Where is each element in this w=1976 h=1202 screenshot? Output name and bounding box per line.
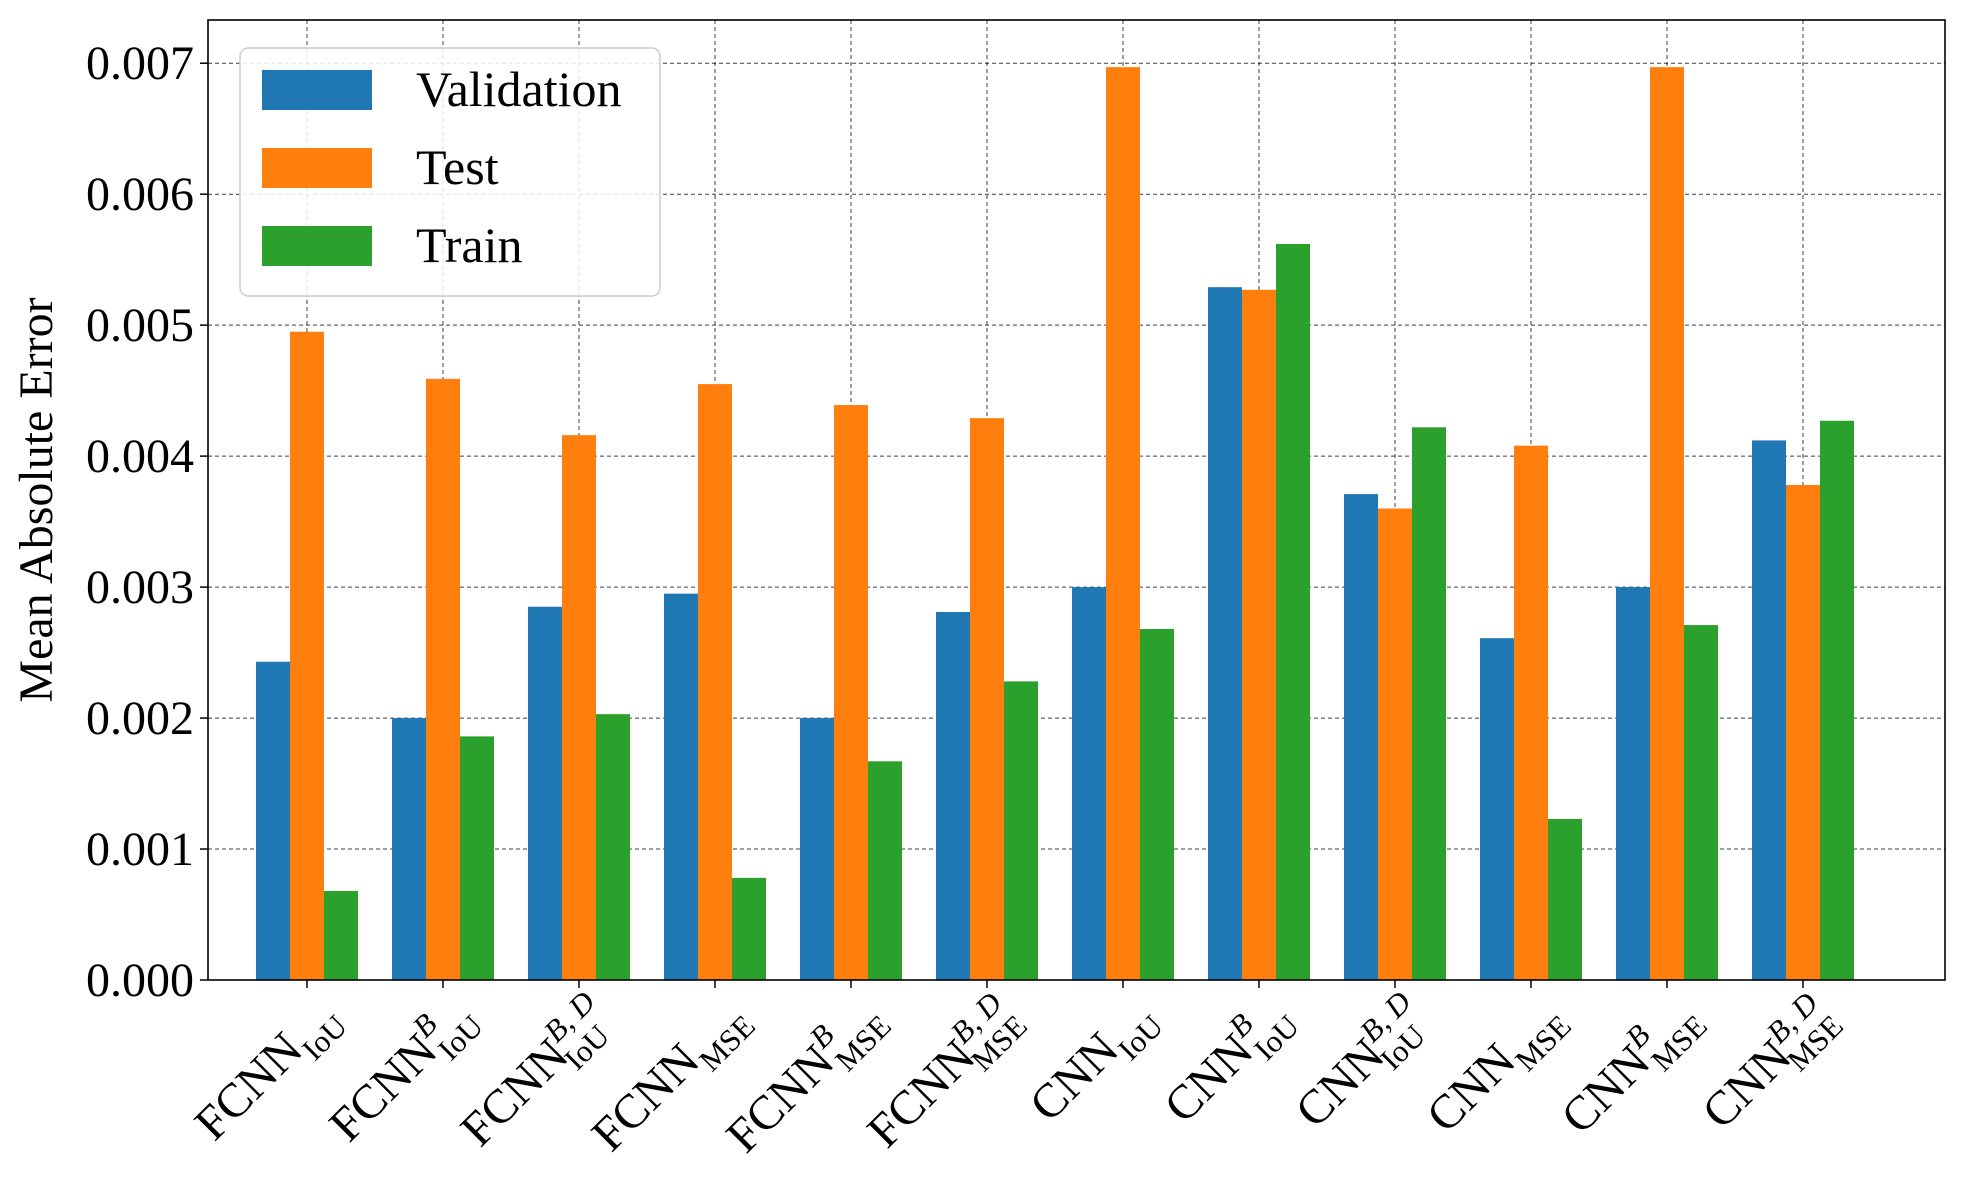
y-tick-label: 0.005 [86, 299, 194, 352]
bar-test-5 [834, 405, 868, 981]
bar-test-9 [1378, 508, 1412, 980]
bar-validation-3 [528, 606, 562, 980]
bar-validation-12 [1752, 440, 1786, 980]
bar-test-3 [562, 435, 596, 980]
bar-test-10 [1514, 445, 1548, 980]
bar-train-2 [460, 736, 494, 980]
bar-train-6 [1004, 681, 1038, 980]
bar-validation-7 [1072, 587, 1106, 980]
bar-train-11 [1684, 625, 1718, 980]
bar-test-2 [426, 378, 460, 981]
legend-label-test: Test [416, 139, 499, 195]
bar-test-8 [1242, 289, 1276, 980]
bar-test-4 [698, 384, 732, 980]
legend-label-train: Train [416, 217, 523, 273]
y-tick-label: 0.003 [86, 561, 194, 614]
bar-validation-2 [392, 718, 426, 980]
y-tick-label: 0.000 [86, 954, 194, 1007]
bar-validation-9 [1344, 494, 1378, 980]
bar-train-5 [868, 761, 902, 980]
y-tick-label: 0.001 [86, 823, 194, 876]
plot-frame [207, 19, 1946, 981]
bar-train-1 [324, 890, 358, 980]
legend-swatch-validation [262, 70, 372, 110]
y-tick-label: 0.006 [86, 168, 194, 221]
bar-train-9 [1412, 427, 1446, 981]
legend-swatch-test [262, 148, 372, 188]
bar-validation-5 [800, 718, 834, 980]
bar-train-3 [596, 714, 630, 980]
bar-train-4 [732, 877, 766, 980]
y-tick-label: 0.007 [86, 37, 194, 90]
legend-label-validation: Validation [416, 61, 622, 117]
y-ticks: 0.000 0.001 0.002 0.003 0.004 0.005 0.006 0.007 [86, 37, 208, 1007]
y-tick-label: 0.002 [86, 692, 194, 745]
bar-train-7 [1140, 629, 1174, 980]
bar-train-10 [1548, 818, 1582, 980]
bar-test-1 [290, 331, 324, 980]
bar-validation-11 [1616, 587, 1650, 980]
bar-validation-1 [256, 661, 290, 980]
bar-validation-8 [1208, 287, 1242, 980]
bar-test-6 [970, 418, 1004, 980]
legend-swatch-train [262, 226, 372, 266]
y-tick-label: 0.004 [86, 430, 194, 483]
bar-test-12 [1786, 484, 1820, 980]
bar-train-8 [1276, 243, 1310, 980]
bar-test-7 [1106, 67, 1140, 981]
bars [256, 67, 1854, 981]
bar-validation-10 [1480, 638, 1514, 980]
bar-train-12 [1820, 420, 1854, 980]
y-axis-title: Mean Absolute Error [10, 297, 63, 702]
bar-test-11 [1650, 67, 1684, 981]
legend: Validation Test Train [239, 47, 661, 297]
bar-validation-4 [664, 593, 698, 980]
bar-validation-6 [936, 611, 970, 980]
